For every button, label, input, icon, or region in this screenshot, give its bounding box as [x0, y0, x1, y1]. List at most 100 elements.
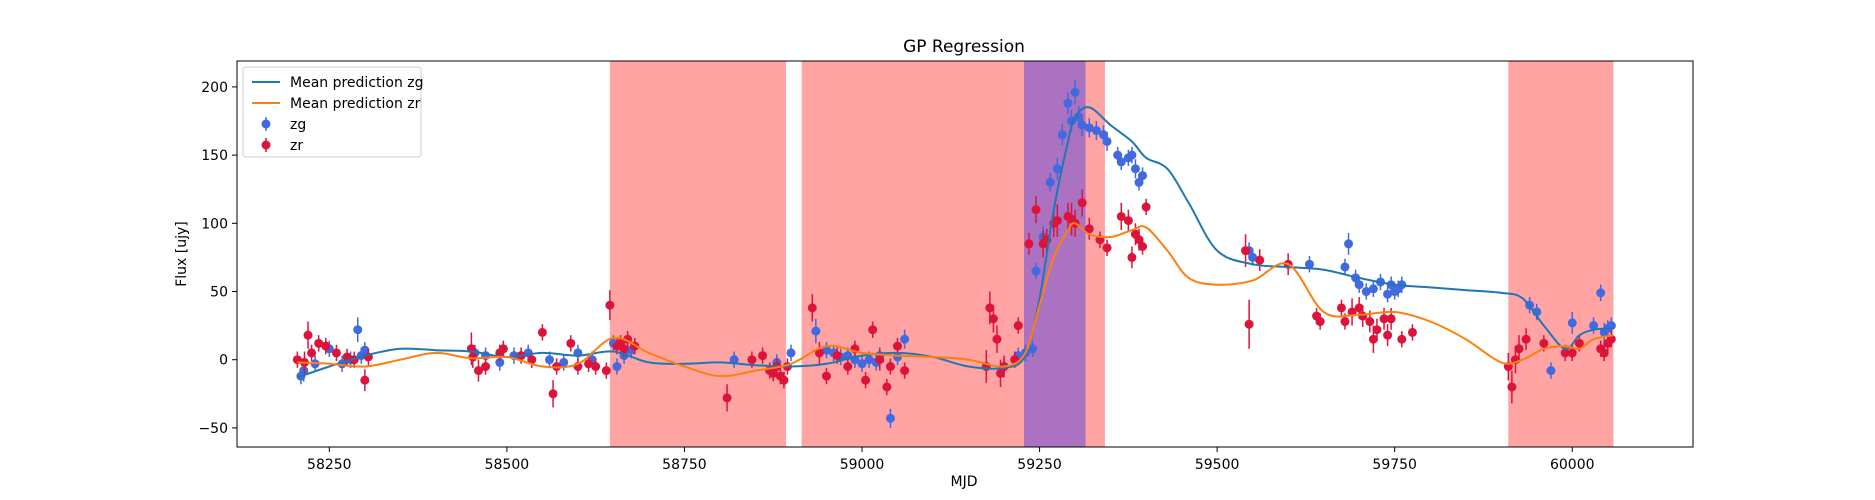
x-tick-label: 59500 — [1195, 457, 1240, 473]
zg-point — [1091, 126, 1101, 136]
zg-point — [857, 359, 867, 369]
zr-point — [1138, 241, 1148, 251]
zg-point — [1546, 366, 1556, 376]
zr-point — [537, 327, 547, 337]
zr-point — [1031, 205, 1041, 215]
zr-point — [1379, 314, 1389, 324]
zr-point — [1052, 216, 1062, 226]
zr-point — [1560, 348, 1570, 358]
zr-point — [1123, 216, 1133, 226]
zr-point — [566, 338, 576, 348]
zg-point — [1098, 130, 1108, 140]
zg-point — [1361, 287, 1371, 297]
zr-point — [1372, 325, 1382, 335]
zr-point — [548, 389, 558, 399]
zr-point — [985, 303, 995, 313]
plot-frame — [236, 60, 1694, 448]
shaded-region-4 — [1085, 61, 1105, 447]
y-tick-label: 50 — [210, 285, 228, 301]
zg-point — [1027, 344, 1037, 354]
y-tick-label: 0 — [219, 353, 228, 369]
zg-point — [822, 345, 832, 355]
zr-point — [1315, 317, 1325, 327]
zr-point — [591, 362, 601, 372]
zr-point — [1336, 303, 1346, 313]
shaded-region-5 — [1508, 61, 1614, 447]
zr-point — [584, 359, 594, 369]
zg-point — [1057, 130, 1067, 140]
y-tick-label: −50 — [198, 421, 228, 437]
x-tick-label: 59000 — [840, 457, 885, 473]
zg-point — [885, 413, 895, 423]
zr-point — [1514, 344, 1524, 354]
legend-label: zr — [290, 138, 303, 154]
x-tick-label: 58250 — [307, 457, 352, 473]
zr-point — [360, 375, 370, 385]
zg-point — [1138, 171, 1148, 181]
line-mean-prediction-zg — [297, 106, 1614, 379]
zr-point — [807, 303, 817, 313]
zr-point — [1241, 246, 1251, 256]
zg-point — [786, 348, 796, 358]
zg-point — [1383, 289, 1393, 299]
x-tick-label: 59250 — [1017, 457, 1062, 473]
zr-point — [1244, 319, 1254, 329]
zr-point — [1383, 330, 1393, 340]
zr-point — [527, 355, 537, 365]
zr-point — [307, 348, 317, 358]
plot-area: 58250 58500 58750 59000 59250 59500 59750 60000… — [198, 60, 1694, 473]
zr-point — [1599, 348, 1609, 358]
zg-point — [900, 334, 910, 344]
legend-label: Mean prediction zr — [290, 96, 421, 112]
zr-point — [1358, 311, 1368, 321]
zr-point — [481, 362, 491, 372]
zr-point — [619, 344, 629, 354]
zr-point — [1521, 334, 1531, 344]
zg-point — [1077, 120, 1087, 130]
shaded-region-2 — [801, 61, 1024, 447]
zr-point — [1077, 198, 1087, 208]
zg-point — [1127, 150, 1137, 160]
zr-point — [1134, 235, 1144, 245]
zr-point — [605, 300, 615, 310]
zr-point — [1084, 224, 1094, 234]
zr-point — [988, 314, 998, 324]
zg-point — [811, 326, 821, 336]
zr-point — [992, 334, 1002, 344]
zr-point — [1024, 239, 1034, 249]
zr-point — [1116, 211, 1126, 221]
zr-point — [832, 351, 842, 361]
zr-point — [601, 366, 611, 376]
x-tick-label: 58500 — [485, 457, 530, 473]
zr-point — [498, 344, 508, 354]
zg-point — [1248, 252, 1258, 262]
legend-box — [242, 66, 422, 158]
zr-point — [996, 368, 1006, 378]
zg-point — [1589, 321, 1599, 331]
zr-point — [1255, 255, 1265, 265]
zr-point — [1365, 317, 1375, 327]
x-tick-label: 59750 — [1372, 457, 1417, 473]
zr-point — [868, 325, 878, 335]
zr-point — [1013, 321, 1023, 331]
zr-point — [1574, 338, 1584, 348]
chart-title: GP Regression — [903, 37, 1025, 57]
zr-point — [314, 338, 324, 348]
zg-point — [1116, 157, 1126, 167]
legend-label: zg — [290, 117, 306, 133]
zg-point — [1031, 266, 1041, 276]
legend-label: Mean prediction zg — [290, 75, 424, 91]
zg-point — [360, 345, 370, 355]
zg-point — [729, 355, 739, 365]
zr-point — [779, 375, 789, 385]
y-tick-label: 150 — [201, 148, 228, 164]
zr-point — [893, 341, 903, 351]
zr-point — [1567, 348, 1577, 358]
zg-point — [1340, 262, 1350, 272]
zg-point — [1596, 288, 1606, 298]
zr-point — [1340, 317, 1350, 327]
zr-point — [900, 366, 910, 376]
zr-point — [468, 352, 478, 362]
zr-point — [722, 393, 732, 403]
